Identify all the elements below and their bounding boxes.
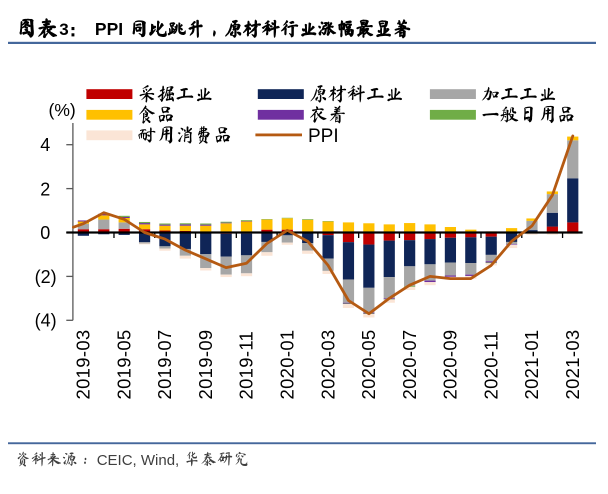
svg-text:2021-01: 2021-01	[521, 330, 542, 400]
svg-text:2019-11: 2019-11	[236, 331, 257, 400]
svg-text:2020-11: 2020-11	[480, 331, 501, 400]
svg-text:2020-09: 2020-09	[440, 330, 461, 400]
svg-text:PPI: PPI	[308, 126, 339, 147]
svg-text:2: 2	[40, 179, 50, 199]
svg-text:PPI: PPI	[95, 19, 123, 39]
svg-text:2021-03: 2021-03	[562, 330, 583, 400]
svg-text:2020-05: 2020-05	[358, 330, 379, 400]
svg-text:2020-03: 2020-03	[317, 330, 338, 400]
svg-text:3: 3	[59, 20, 68, 39]
svg-text:0: 0	[40, 223, 50, 243]
svg-text:(4): (4)	[35, 311, 57, 331]
svg-text:2019-09: 2019-09	[195, 330, 216, 400]
svg-text:2019-05: 2019-05	[113, 330, 134, 400]
svg-text:2020-01: 2020-01	[277, 330, 298, 400]
svg-text:(2): (2)	[35, 267, 57, 287]
svg-text:4: 4	[40, 135, 50, 155]
svg-text:2020-07: 2020-07	[399, 330, 420, 400]
svg-text:2019-03: 2019-03	[73, 330, 94, 400]
svg-text:CEIC, Wind,: CEIC, Wind,	[97, 452, 180, 469]
svg-text:2019-07: 2019-07	[154, 330, 175, 400]
svg-text:(%): (%)	[49, 100, 76, 120]
